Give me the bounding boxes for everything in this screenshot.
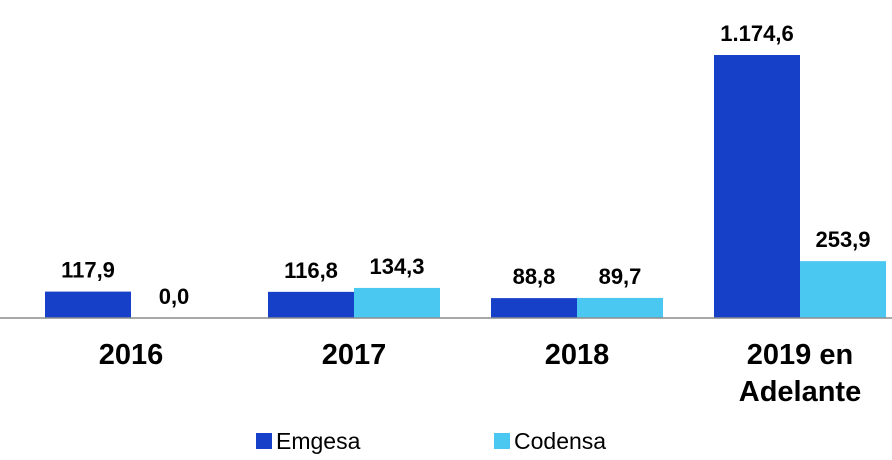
legend: Emgesa Codensa (0, 424, 892, 458)
value-label-codensa-3: 253,9 (815, 227, 870, 252)
legend-item-codensa: Codensa (494, 424, 606, 458)
value-label-emgesa-2: 88,8 (513, 264, 556, 289)
value-label-codensa-2: 89,7 (599, 264, 642, 289)
bar-emgesa-1 (268, 291, 354, 318)
bar-codensa-2 (577, 297, 663, 318)
legend-label-emgesa: Emgesa (276, 427, 361, 454)
bars-group (45, 55, 886, 318)
value-label-emgesa-1: 116,8 (284, 258, 338, 283)
category-label-2: 2018 (545, 339, 610, 371)
legend-label-codensa: Codensa (514, 427, 607, 454)
bar-emgesa-2 (491, 298, 577, 318)
category-label-0: 2016 (99, 339, 164, 371)
value-label-emgesa-3: 1.174,6 (720, 21, 793, 46)
value-label-codensa-1: 134,3 (369, 254, 424, 279)
category-labels-group: 2016 2017 2018 2019 en Adelante (99, 339, 862, 408)
bar-emgesa-0 (45, 291, 131, 318)
value-labels-group: 117,9 0,0 116,8 134,3 88,8 89,7 1.174,6 253,9 (61, 21, 870, 309)
value-label-emgesa-0: 117,9 (61, 258, 115, 283)
bar-codensa-1 (354, 287, 440, 318)
category-label-1: 2017 (322, 339, 387, 371)
category-label-3: 2019 en Adelante (739, 339, 861, 408)
bar-codensa-3 (800, 261, 886, 318)
value-label-codensa-0: 0,0 (159, 284, 190, 309)
bar-emgesa-3 (714, 55, 800, 318)
legend-swatch-codensa (494, 433, 510, 449)
bar-chart: 117,9 0,0 116,8 134,3 88,8 89,7 1.174,6 253,9 2… (0, 21, 892, 408)
legend-item-emgesa: Emgesa (256, 424, 360, 458)
legend-swatch-emgesa (256, 433, 272, 449)
